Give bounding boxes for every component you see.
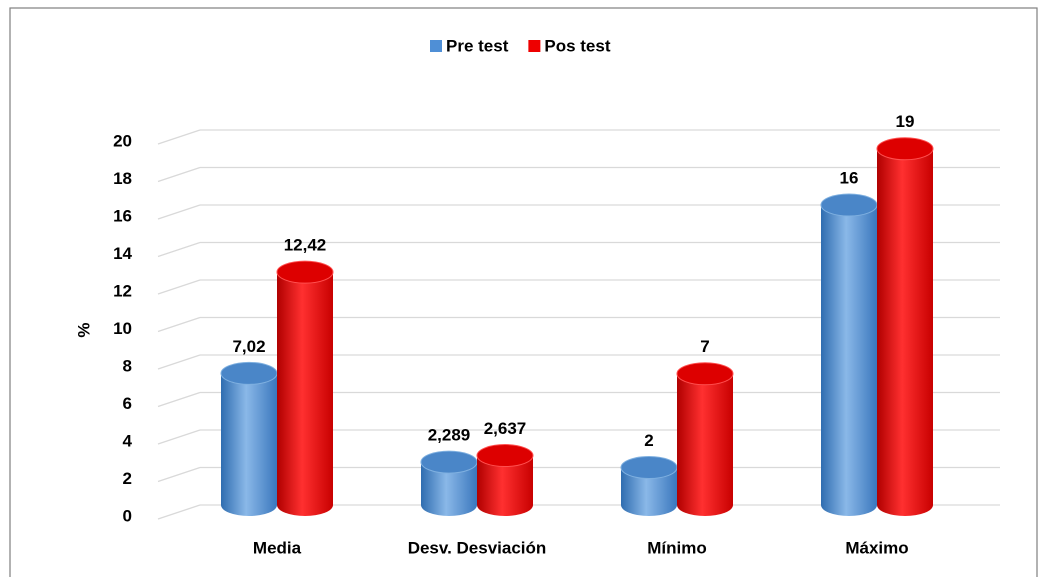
value-label: 2 bbox=[644, 431, 653, 450]
y-tick-label: 6 bbox=[123, 394, 132, 413]
bar-top bbox=[876, 137, 934, 161]
value-label: 19 bbox=[896, 112, 915, 131]
value-label: 16 bbox=[840, 168, 859, 187]
value-label: 2,289 bbox=[428, 426, 471, 445]
x-tick-label: Máximo bbox=[845, 538, 908, 557]
bar bbox=[621, 467, 677, 516]
bar-top bbox=[220, 361, 278, 385]
legend-label: Pos test bbox=[544, 36, 610, 55]
grid-line bbox=[157, 429, 201, 445]
bar-top bbox=[276, 260, 334, 284]
bar-top bbox=[820, 193, 878, 217]
grid-line bbox=[157, 391, 201, 408]
y-tick-label: 10 bbox=[113, 319, 132, 338]
bar bbox=[221, 373, 277, 516]
x-tick-label: Desv. Desviación bbox=[408, 538, 547, 557]
grid-line bbox=[157, 466, 201, 483]
grid-line bbox=[157, 241, 201, 258]
legend-label: Pre test bbox=[446, 36, 509, 55]
grid-line bbox=[157, 166, 201, 183]
y-tick-label: 16 bbox=[113, 206, 132, 225]
y-tick-label: 14 bbox=[113, 244, 132, 263]
y-tick-label: 4 bbox=[123, 431, 133, 450]
bar bbox=[821, 205, 877, 516]
value-label: 7 bbox=[700, 337, 709, 356]
legend-swatch bbox=[528, 40, 541, 52]
legend-swatch bbox=[430, 40, 442, 52]
y-tick-label: 8 bbox=[123, 356, 132, 375]
grid-line bbox=[157, 279, 201, 295]
bar-top bbox=[676, 362, 734, 386]
y-tick-label: 12 bbox=[113, 281, 132, 300]
x-tick-label: Mínimo bbox=[647, 538, 707, 557]
x-tick-label: Media bbox=[253, 538, 302, 557]
grid-line bbox=[157, 504, 201, 520]
bar bbox=[421, 462, 477, 516]
bar bbox=[277, 272, 333, 516]
y-tick-label: 18 bbox=[113, 169, 132, 188]
value-label: 7,02 bbox=[232, 337, 265, 356]
grid-line bbox=[157, 204, 201, 220]
grid-line bbox=[157, 316, 201, 333]
y-tick-label: 20 bbox=[113, 131, 132, 150]
bar-top bbox=[620, 456, 678, 479]
value-label: 12,42 bbox=[284, 236, 327, 255]
bar bbox=[877, 148, 933, 516]
grid-line bbox=[157, 354, 201, 370]
bar bbox=[477, 455, 533, 516]
bar-top bbox=[476, 444, 534, 468]
y-axis-label: % bbox=[74, 322, 93, 337]
grid-line bbox=[157, 129, 201, 145]
bar bbox=[677, 373, 733, 516]
y-tick-label: 2 bbox=[123, 469, 132, 488]
y-tick-label: 0 bbox=[123, 506, 132, 525]
chart-frame bbox=[9, 7, 1038, 582]
value-label: 2,637 bbox=[484, 419, 527, 438]
bar-top bbox=[420, 450, 478, 474]
